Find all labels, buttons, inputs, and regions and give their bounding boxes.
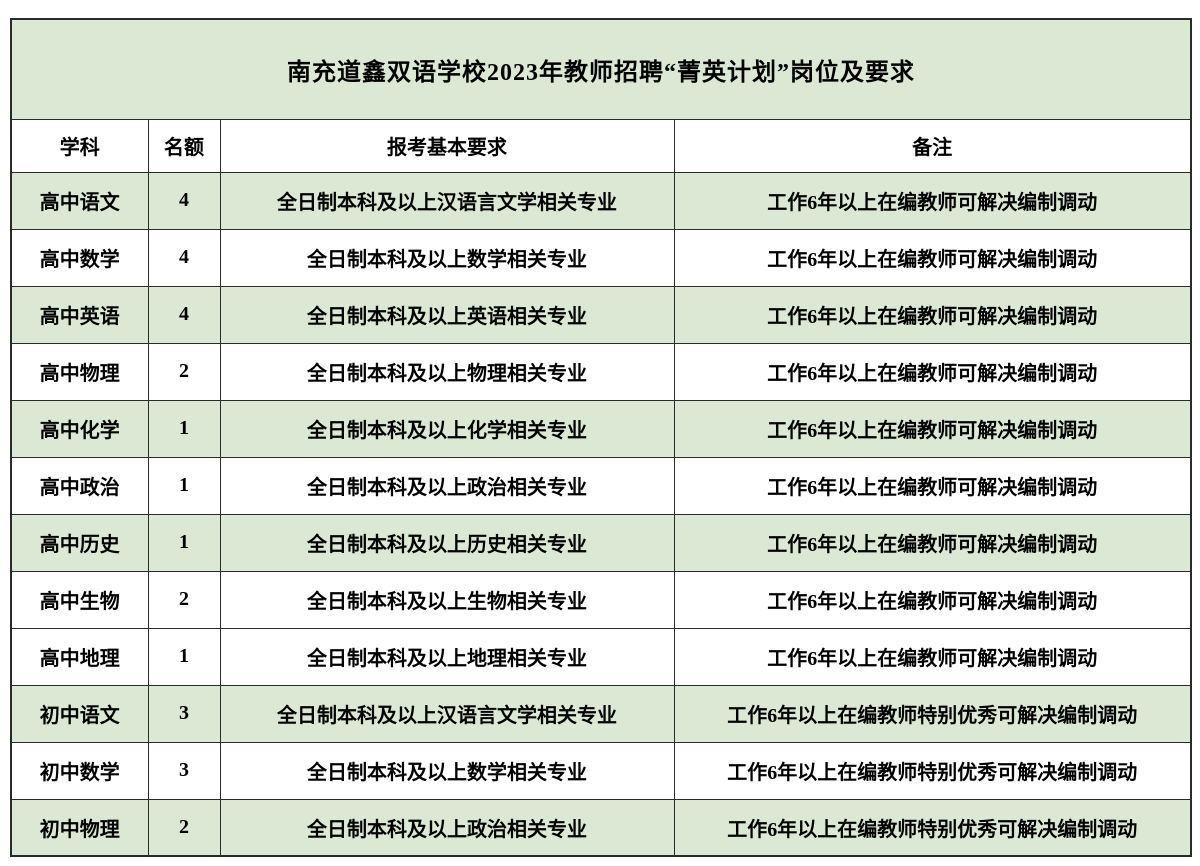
cell-quota: 3 [147, 684, 221, 743]
cell-note: 工作6年以上在编教师可解决编制调动 [673, 627, 1192, 686]
cell-quota: 2 [147, 342, 221, 401]
cell-note: 工作6年以上在编教师可解决编制调动 [673, 399, 1192, 458]
cell-subject: 高中物理 [10, 342, 149, 401]
cell-quota: 1 [147, 399, 221, 458]
table-title-row: 南充道鑫双语学校2023年教师招聘“菁英计划”岗位及要求 [10, 18, 1192, 120]
cell-requirement: 全日制本科及以上政治相关专业 [219, 798, 675, 857]
cell-note: 工作6年以上在编教师可解决编制调动 [673, 342, 1192, 401]
cell-quota: 4 [147, 285, 221, 344]
table-body: 高中语文 4 全日制本科及以上汉语言文学相关专业 工作6年以上在编教师可解决编制… [10, 171, 1192, 857]
cell-requirement: 全日制本科及以上汉语言文学相关专业 [219, 171, 675, 230]
table-title: 南充道鑫双语学校2023年教师招聘“菁英计划”岗位及要求 [10, 18, 1192, 120]
cell-note: 工作6年以上在编教师特别优秀可解决编制调动 [673, 741, 1192, 800]
cell-subject: 高中语文 [10, 171, 149, 230]
cell-quota: 2 [147, 798, 221, 857]
recruitment-table: 南充道鑫双语学校2023年教师招聘“菁英计划”岗位及要求 学科 名额 报考基本要… [10, 18, 1192, 857]
cell-subject: 高中数学 [10, 228, 149, 287]
cell-subject: 初中数学 [10, 741, 149, 800]
table-row: 高中政治 1 全日制本科及以上政治相关专业 工作6年以上在编教师可解决编制调动 [10, 456, 1192, 515]
column-header-requirement: 报考基本要求 [219, 118, 675, 173]
table-row: 初中数学 3 全日制本科及以上数学相关专业 工作6年以上在编教师特别优秀可解决编… [10, 741, 1192, 800]
cell-note: 工作6年以上在编教师特别优秀可解决编制调动 [673, 798, 1192, 857]
cell-note: 工作6年以上在编教师可解决编制调动 [673, 285, 1192, 344]
cell-subject: 高中地理 [10, 627, 149, 686]
cell-subject: 初中物理 [10, 798, 149, 857]
cell-subject: 高中政治 [10, 456, 149, 515]
cell-requirement: 全日制本科及以上物理相关专业 [219, 342, 675, 401]
cell-requirement: 全日制本科及以上地理相关专业 [219, 627, 675, 686]
cell-requirement: 全日制本科及以上历史相关专业 [219, 513, 675, 572]
table-row: 高中地理 1 全日制本科及以上地理相关专业 工作6年以上在编教师可解决编制调动 [10, 627, 1192, 686]
column-header-subject: 学科 [10, 118, 149, 173]
cell-note: 工作6年以上在编教师可解决编制调动 [673, 171, 1192, 230]
cell-requirement: 全日制本科及以上政治相关专业 [219, 456, 675, 515]
table-row: 高中物理 2 全日制本科及以上物理相关专业 工作6年以上在编教师可解决编制调动 [10, 342, 1192, 401]
table-row: 初中语文 3 全日制本科及以上汉语言文学相关专业 工作6年以上在编教师特别优秀可… [10, 684, 1192, 743]
cell-quota: 4 [147, 171, 221, 230]
cell-quota: 4 [147, 228, 221, 287]
cell-quota: 1 [147, 456, 221, 515]
column-header-quota: 名额 [147, 118, 221, 173]
cell-note: 工作6年以上在编教师特别优秀可解决编制调动 [673, 684, 1192, 743]
cell-quota: 1 [147, 513, 221, 572]
table-row: 高中英语 4 全日制本科及以上英语相关专业 工作6年以上在编教师可解决编制调动 [10, 285, 1192, 344]
table-row: 高中数学 4 全日制本科及以上数学相关专业 工作6年以上在编教师可解决编制调动 [10, 228, 1192, 287]
table-row: 高中历史 1 全日制本科及以上历史相关专业 工作6年以上在编教师可解决编制调动 [10, 513, 1192, 572]
cell-quota: 1 [147, 627, 221, 686]
cell-subject: 高中历史 [10, 513, 149, 572]
cell-subject: 高中生物 [10, 570, 149, 629]
cell-requirement: 全日制本科及以上生物相关专业 [219, 570, 675, 629]
cell-requirement: 全日制本科及以上数学相关专业 [219, 228, 675, 287]
cell-note: 工作6年以上在编教师可解决编制调动 [673, 570, 1192, 629]
cell-requirement: 全日制本科及以上数学相关专业 [219, 741, 675, 800]
table-row: 高中化学 1 全日制本科及以上化学相关专业 工作6年以上在编教师可解决编制调动 [10, 399, 1192, 458]
cell-quota: 2 [147, 570, 221, 629]
table-header-row: 学科 名额 报考基本要求 备注 [10, 118, 1192, 173]
cell-subject: 初中语文 [10, 684, 149, 743]
cell-note: 工作6年以上在编教师可解决编制调动 [673, 228, 1192, 287]
table-row: 高中语文 4 全日制本科及以上汉语言文学相关专业 工作6年以上在编教师可解决编制… [10, 171, 1192, 230]
column-header-note: 备注 [673, 118, 1192, 173]
cell-quota: 3 [147, 741, 221, 800]
cell-requirement: 全日制本科及以上化学相关专业 [219, 399, 675, 458]
cell-requirement: 全日制本科及以上汉语言文学相关专业 [219, 684, 675, 743]
cell-subject: 高中化学 [10, 399, 149, 458]
table-row: 初中物理 2 全日制本科及以上政治相关专业 工作6年以上在编教师特别优秀可解决编… [10, 798, 1192, 857]
cell-note: 工作6年以上在编教师可解决编制调动 [673, 456, 1192, 515]
cell-note: 工作6年以上在编教师可解决编制调动 [673, 513, 1192, 572]
cell-requirement: 全日制本科及以上英语相关专业 [219, 285, 675, 344]
cell-subject: 高中英语 [10, 285, 149, 344]
table-row: 高中生物 2 全日制本科及以上生物相关专业 工作6年以上在编教师可解决编制调动 [10, 570, 1192, 629]
